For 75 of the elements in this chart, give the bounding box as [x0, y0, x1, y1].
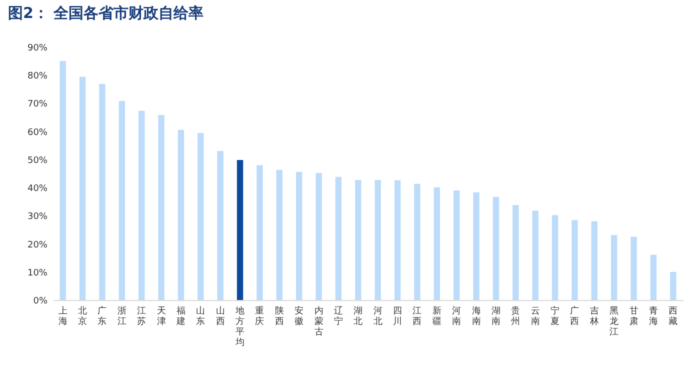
bar	[118, 100, 126, 300]
bar	[630, 236, 637, 300]
bar	[276, 170, 283, 300]
y-tick-label: 80%	[27, 72, 48, 82]
y-tick-label: 0%	[33, 296, 48, 306]
bar	[414, 184, 420, 300]
bar	[335, 176, 342, 300]
x-tick-label: 吉林	[588, 306, 599, 327]
x-tick-label: 湖南	[491, 306, 500, 327]
bar	[374, 180, 381, 300]
y-tick-label: 10%	[27, 268, 48, 278]
x-tick-label: 西藏	[668, 306, 678, 327]
chart-title: 图2： 全国各省市财政自给率	[8, 4, 204, 22]
x-tick-label: 陕西	[274, 306, 284, 327]
bar	[512, 204, 519, 300]
bar	[492, 196, 500, 300]
y-tick-label: 50%	[27, 156, 48, 166]
bar	[217, 151, 224, 300]
bar	[99, 84, 106, 300]
y-tick-label: 70%	[27, 100, 48, 110]
y-tick-label: 40%	[27, 184, 48, 194]
x-tick-label: 山西	[216, 306, 225, 327]
bar	[296, 172, 302, 300]
x-tick-label: 山东	[196, 306, 206, 327]
bar	[394, 180, 401, 300]
x-tick-label: 重庆	[255, 306, 264, 327]
bar	[610, 235, 618, 300]
x-tick-label: 北京	[78, 306, 88, 327]
x-tick-label: 浙江	[117, 306, 126, 327]
bar	[256, 165, 263, 300]
bar	[670, 272, 676, 300]
bar	[198, 133, 204, 300]
x-tick-label: 河北	[373, 306, 382, 327]
x-tick-label: 贵州	[511, 306, 520, 327]
bar	[138, 110, 145, 300]
bar	[552, 215, 558, 300]
x-tick-label: 四川	[393, 306, 402, 327]
x-tick-label: 黑龙江	[610, 306, 619, 338]
x-tick-label: 青海	[648, 306, 658, 327]
x-tick-label: 新疆	[432, 306, 442, 327]
x-tick-label: 广东	[98, 306, 107, 327]
bar	[236, 160, 244, 300]
x-tick-label: 内蒙古	[314, 306, 324, 338]
x-tick-label: 云南	[530, 306, 540, 327]
x-tick-label: 江西	[412, 306, 422, 327]
bar	[79, 76, 86, 300]
x-tick-label: 江苏	[137, 306, 146, 327]
y-tick-label: 30%	[27, 212, 48, 222]
x-tick-label: 天津	[156, 306, 166, 327]
bar	[650, 254, 657, 300]
bar	[158, 115, 164, 300]
y-tick-label: 60%	[27, 128, 48, 138]
x-tick-label: 上海	[58, 306, 68, 327]
x-tick-label: 辽宁	[334, 306, 343, 327]
bar	[316, 172, 322, 300]
bar	[355, 180, 362, 300]
bar	[532, 210, 538, 300]
x-tick-label: 海南	[472, 306, 481, 327]
bar	[434, 187, 440, 300]
x-tick-label: 广西	[570, 306, 580, 327]
y-tick-label: 20%	[27, 240, 48, 250]
bar	[591, 221, 598, 300]
x-tick-label: 福建	[175, 306, 186, 327]
x-tick-label: 地方平均	[234, 306, 245, 348]
x-tick-label: 安徽	[294, 306, 304, 327]
x-tick-label: 宁夏	[550, 306, 560, 327]
x-tick-label: 湖北	[354, 306, 363, 327]
bar	[178, 130, 184, 300]
bar	[60, 61, 66, 300]
bar	[572, 220, 578, 300]
y-tick-label: 90%	[27, 44, 48, 54]
x-tick-label: 河南	[452, 306, 462, 327]
bar	[453, 190, 460, 300]
x-tick-label: 甘肃	[629, 306, 638, 327]
bar	[473, 192, 480, 300]
